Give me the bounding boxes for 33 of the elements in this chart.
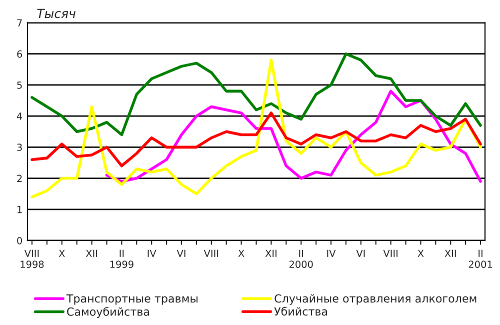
x-tick-label: II 2000 <box>289 250 313 268</box>
x-tick-label: X <box>238 250 244 257</box>
y-tick-label: 6 <box>17 50 22 58</box>
legend-label: Транспортные травмы <box>66 294 198 305</box>
y-tick-label: 0 <box>17 236 22 244</box>
x-tick-label: VI <box>356 250 365 257</box>
y-tick-label: 7 <box>17 19 22 26</box>
x-tick-label: IV <box>327 250 336 257</box>
y-tick-label: 2 <box>17 174 22 182</box>
line-series <box>30 58 482 198</box>
y-tick-label: 3 <box>17 144 22 152</box>
line-series <box>30 52 482 136</box>
x-tick-label: II 2001 <box>468 250 492 268</box>
x-tick-label: XII <box>444 250 456 257</box>
x-tick-label: IV <box>148 250 156 257</box>
y-axis-title: Тысяч <box>37 8 76 18</box>
legend-label: Убийства <box>274 306 328 316</box>
legend-label: Случайные отравления алкоголем <box>274 294 476 305</box>
y-tick-label: 1 <box>18 206 22 214</box>
line-series <box>30 112 482 168</box>
x-tick-label: XII <box>86 250 98 257</box>
line-series <box>105 90 482 183</box>
y-tick-label: 5 <box>17 82 22 89</box>
x-tick-label: XII <box>265 250 276 257</box>
y-tick-label: 4 <box>16 112 22 120</box>
x-tick-label: X <box>58 250 65 257</box>
x-tick-label: VIII <box>204 250 218 257</box>
x-tick-label: II 1999 <box>110 250 134 268</box>
x-tick-label: VIII 1998 <box>20 250 44 268</box>
x-tick-label: VIII <box>383 250 398 257</box>
x-tick-label: VI <box>176 250 186 257</box>
x-tick-label: X <box>418 250 424 257</box>
legend-label: Самоубийства <box>67 307 149 318</box>
